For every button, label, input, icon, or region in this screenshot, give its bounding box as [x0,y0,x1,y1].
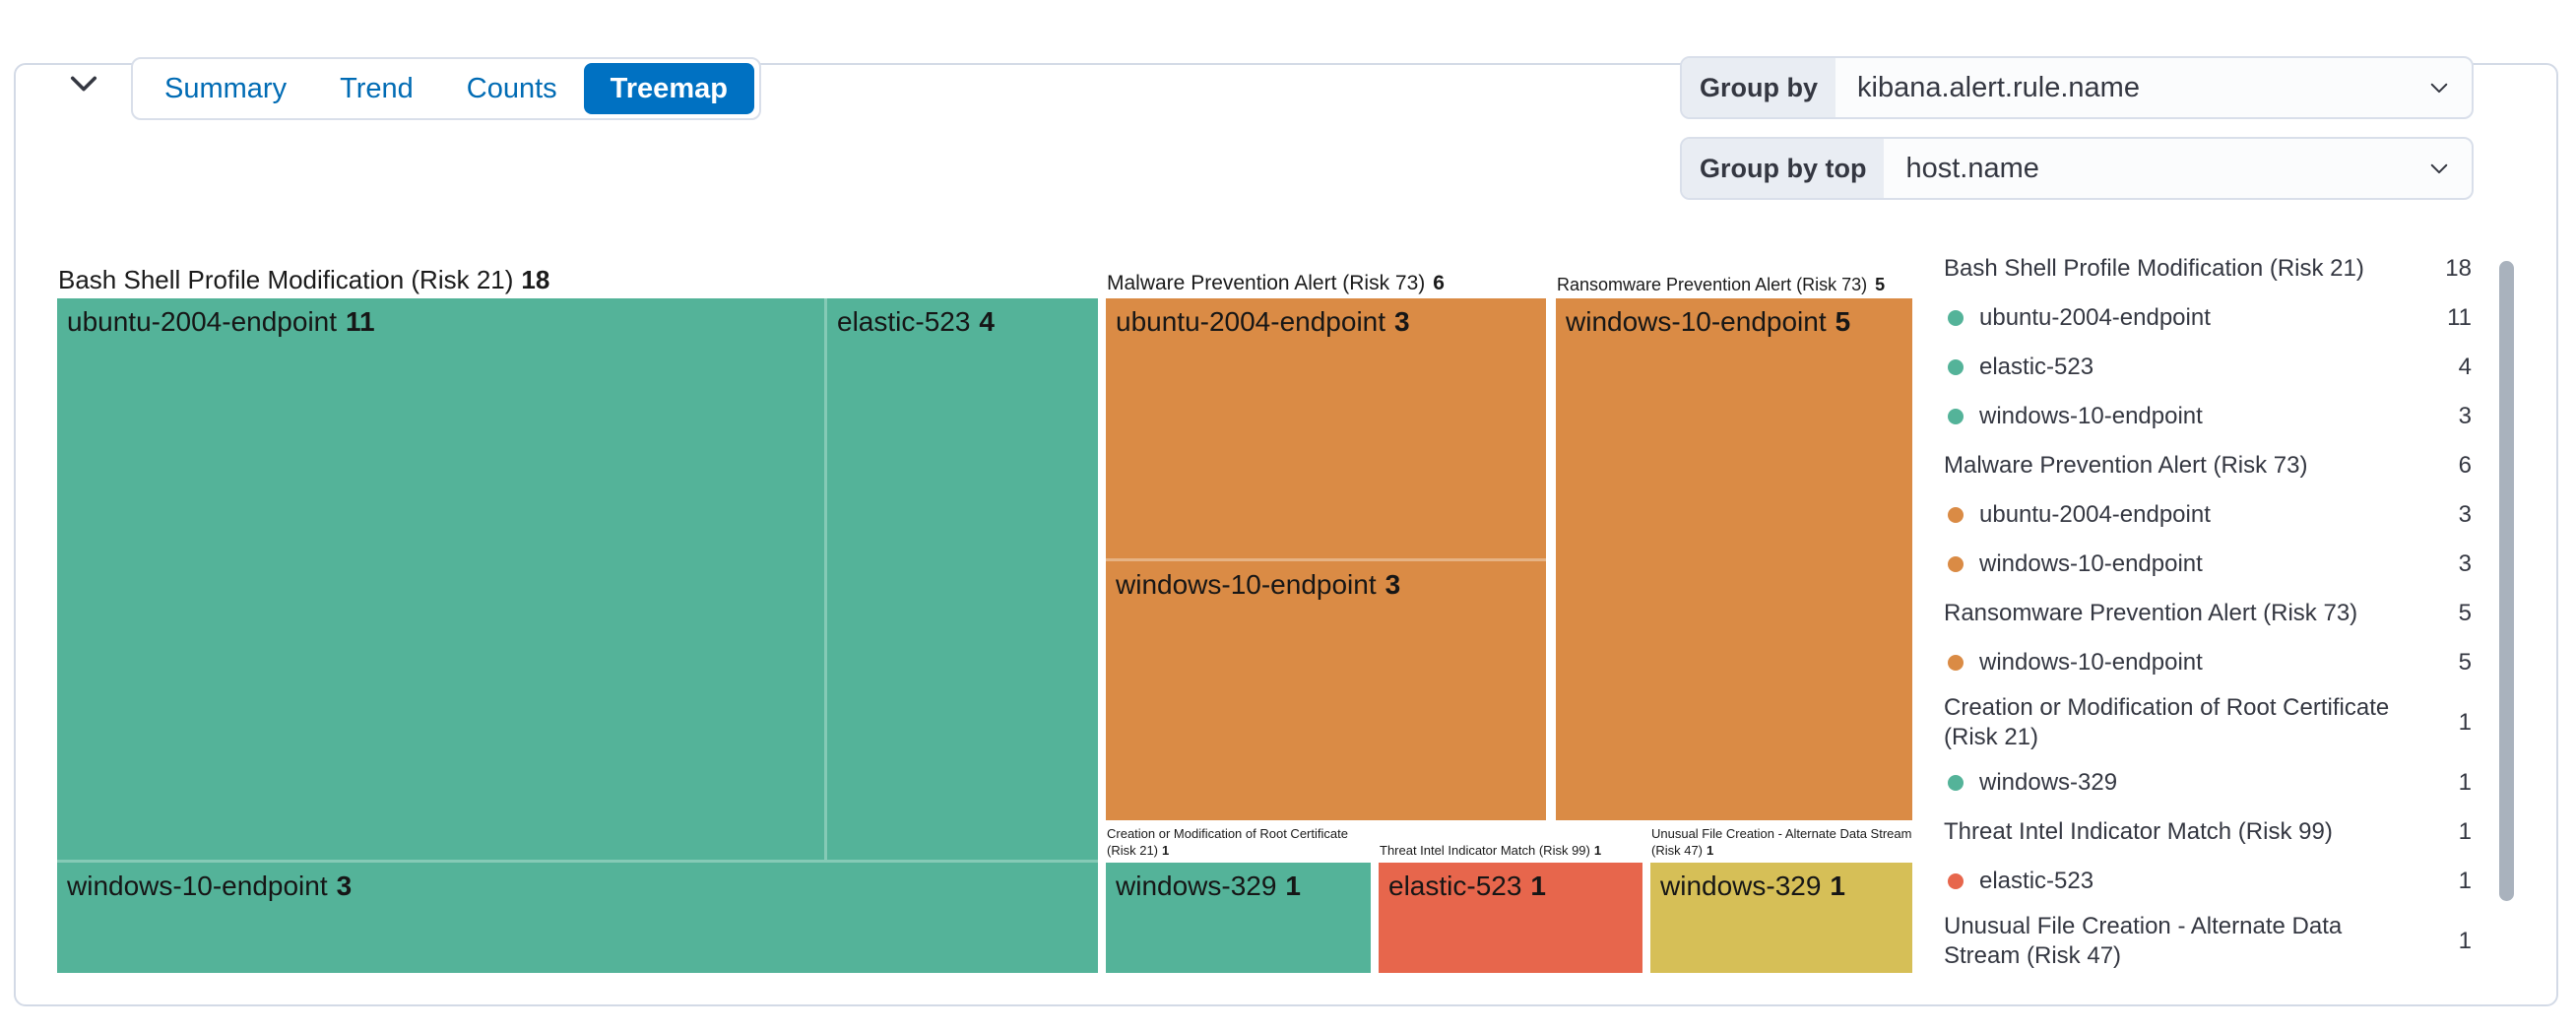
legend-title-row[interactable]: Ransomware Prevention Alert (Risk 73) 5 [1944,600,2472,626]
tab-summary[interactable]: Summary [138,63,313,114]
legend-dot-icon [1948,873,1964,889]
legend-dot-icon [1948,775,1964,791]
collapse-section-button[interactable] [61,65,106,104]
legend-host-row[interactable]: windows-10-endpoint 3 [1942,540,2474,589]
group-by-label: Group by [1682,58,1835,117]
chevron-down-icon [2426,139,2472,198]
treemap-group: Unusual File Creation - Alternate Data S… [1650,823,1912,973]
treemap-tile[interactable]: windows-329 1 [1650,863,1912,973]
chevron-down-icon [66,66,101,104]
legend-host-row[interactable]: elastic-523 4 [1942,343,2474,392]
treemap-group-header: Creation or Modification of Root Certifi… [1107,826,1348,858]
treemap-tile[interactable]: elastic-523 1 [1379,863,1642,973]
tab-treemap[interactable]: Treemap [583,63,754,114]
treemap-group-header: Threat Intel Indicator Match (Risk 99) 1 [1380,843,1602,858]
group-by-top-select[interactable]: Group by top host.name [1680,137,2474,200]
legend-host-row[interactable]: windows-10-endpoint 5 [1942,638,2474,687]
treemap-tile[interactable]: elastic-523 4 [827,298,1098,860]
tab-trend[interactable]: Trend [313,63,440,114]
legend-host-row[interactable]: ubuntu-2004-endpoint 3 [1942,490,2474,540]
group-by-top-value: host.name [1905,152,2039,184]
legend-dot-icon [1948,310,1964,326]
legend-dot-icon [1948,507,1964,523]
treemap-tile[interactable]: windows-10-endpoint 5 [1556,298,1912,820]
legend-host-row[interactable]: elastic-523 1 [1942,857,2474,906]
treemap-group: Threat Intel Indicator Match (Risk 99) 1 … [1379,823,1642,973]
treemap-group-header: Bash Shell Profile Modification (Risk 21… [58,265,550,294]
treemap-group: Creation or Modification of Root Certifi… [1106,823,1371,973]
legend-host-row[interactable]: windows-10-endpoint 3 [1942,392,2474,441]
chart-legend: Bash Shell Profile Modification (Risk 21… [1942,244,2474,977]
treemap-tile[interactable]: ubuntu-2004-endpoint 11 [57,298,824,860]
legend-dot-icon [1948,655,1964,671]
legend-title-row[interactable]: Creation or Modification of Root Certifi… [1944,694,2472,750]
treemap-group-header: Malware Prevention Alert (Risk 73) 6 [1107,272,1445,294]
legend-title-row[interactable]: Threat Intel Indicator Match (Risk 99) 1 [1944,818,2472,845]
treemap-group-header: Unusual File Creation - Alternate Data S… [1651,826,1912,858]
treemap-group: Ransomware Prevention Alert (Risk 73) 5 w… [1556,258,1912,821]
treemap-tile[interactable]: windows-329 1 [1106,863,1371,973]
legend-title-row[interactable]: Malware Prevention Alert (Risk 73) 6 [1944,452,2472,479]
legend-scrollbar-thumb[interactable] [2499,261,2514,901]
legend-host-row[interactable]: ubuntu-2004-endpoint 11 [1942,293,2474,343]
legend-dot-icon [1948,359,1964,375]
legend-dot-icon [1948,556,1964,572]
legend-host-row[interactable]: windows-329 1 [1942,758,2474,807]
treemap-tile[interactable]: windows-10-endpoint 3 [57,863,1098,973]
legend-title-row[interactable]: Unusual File Creation - Alternate Data S… [1944,913,2472,969]
treemap-group: Bash Shell Profile Modification (Risk 21… [57,258,1098,975]
legend-title-row[interactable]: Bash Shell Profile Modification (Risk 21… [1944,255,2472,282]
group-by-value: kibana.alert.rule.name [1857,71,2140,103]
treemap-tile[interactable]: ubuntu-2004-endpoint 3 [1106,298,1546,558]
legend-dot-icon [1948,409,1964,424]
treemap-chart: Bash Shell Profile Modification (Risk 21… [57,258,1912,975]
treemap-tile[interactable]: windows-10-endpoint 3 [1106,560,1546,820]
group-by-top-label: Group by top [1682,139,1885,198]
treemap-group: Malware Prevention Alert (Risk 73) 6 ubun… [1106,258,1546,821]
tab-counts[interactable]: Counts [440,63,584,114]
view-toggle-group: Summary Trend Counts Treemap [131,57,761,120]
group-by-select[interactable]: Group by kibana.alert.rule.name [1680,56,2474,119]
chevron-down-icon [2426,58,2472,117]
treemap-group-header: Ransomware Prevention Alert (Risk 73) 5 [1557,275,1886,294]
